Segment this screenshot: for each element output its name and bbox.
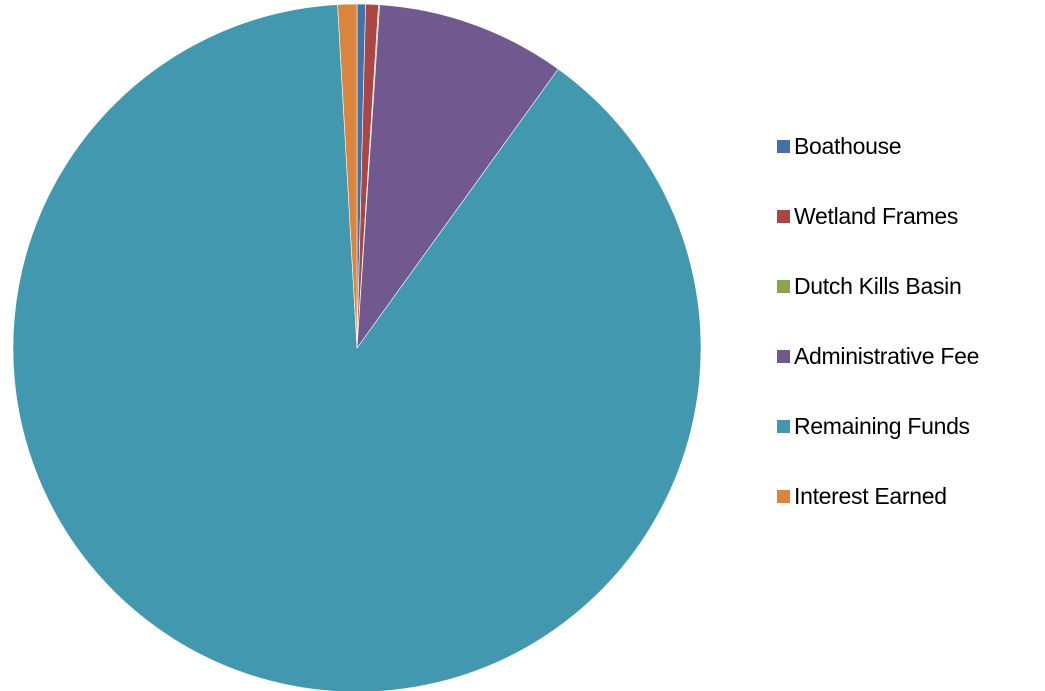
legend-item-boathouse: Boathouse xyxy=(777,128,979,164)
legend-label: Dutch Kills Basin xyxy=(794,272,962,299)
legend-swatch xyxy=(777,349,790,363)
legend-item-dutch-kills-basin: Dutch Kills Basin xyxy=(777,268,979,304)
pie-slice-administrative-fee xyxy=(356,4,559,350)
legend-item-wetland-frames: Wetland Frames xyxy=(777,198,979,234)
legend-label: Wetland Frames xyxy=(794,202,959,229)
legend-swatch xyxy=(777,279,790,293)
legend-item-interest-earned: Interest Earned xyxy=(777,478,979,514)
legend-label: Interest Earned xyxy=(794,482,947,509)
legend-item-remaining-funds: Remaining Funds xyxy=(777,408,979,444)
chart-legend: Boathouse Wetland Frames Dutch Kills Basin… xyxy=(777,128,979,548)
legend-item-administrative-fee: Administrative Fee xyxy=(777,338,979,374)
pie-slice-interest-earned xyxy=(337,3,358,349)
legend-label: Administrative Fee xyxy=(794,342,980,369)
pie-chart xyxy=(12,3,702,691)
legend-label: Remaining Funds xyxy=(794,412,970,439)
legend-swatch xyxy=(777,209,790,223)
legend-swatch xyxy=(777,489,790,503)
legend-label: Boathouse xyxy=(794,132,902,159)
legend-swatch xyxy=(777,419,790,433)
pie-slice-remaining-funds xyxy=(12,4,702,691)
legend-swatch xyxy=(777,139,790,153)
pie-slices xyxy=(12,3,702,691)
